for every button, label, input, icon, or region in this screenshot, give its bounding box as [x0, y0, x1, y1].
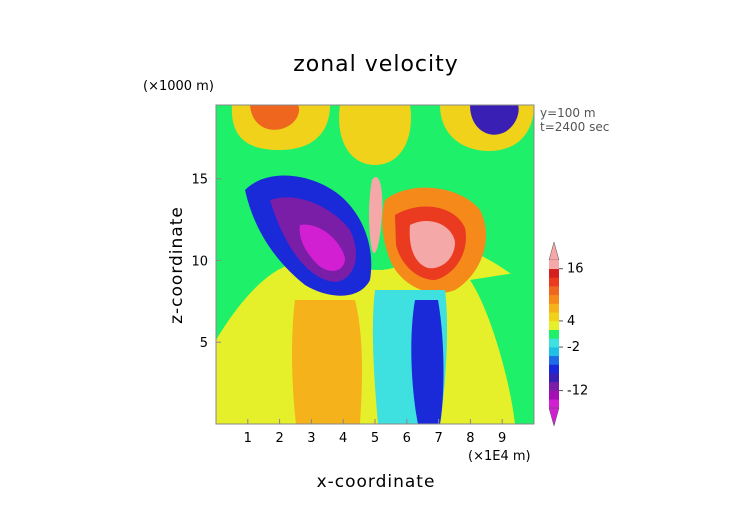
colorbar-tick-label: 16 — [567, 262, 584, 277]
annotation-t: t=2400 sec — [540, 120, 609, 134]
right-arc-core — [409, 221, 455, 269]
right-column — [411, 300, 444, 424]
top-left-core — [250, 105, 300, 130]
colorbar-swatch — [549, 329, 559, 339]
colorbar-tick-label: -12 — [567, 384, 588, 399]
contour-field — [216, 105, 534, 424]
colorbar-swatch — [549, 312, 559, 322]
x-axis: 1 2 3 4 5 6 7 8 9 — [244, 419, 506, 446]
x-tick-label: 9 — [498, 431, 506, 446]
x-tick-label: 4 — [339, 431, 347, 446]
colorbar-max-arrow — [548, 241, 560, 261]
colorbar-swatch — [549, 303, 559, 313]
colorbar: 16 4 -2 -12 — [548, 241, 588, 427]
colorbar-tick-label: -2 — [567, 340, 580, 355]
y-tick-label: 5 — [200, 336, 208, 351]
colorbar-swatch — [549, 286, 559, 296]
colorbar-min-arrow — [548, 407, 560, 427]
colorbar-swatch — [549, 347, 559, 357]
colorbar-swatch — [549, 338, 559, 348]
left-arc-core — [299, 224, 345, 271]
y-tick-label: 15 — [191, 173, 208, 188]
center-spike — [369, 176, 383, 254]
colorbar-swatch — [549, 381, 559, 391]
x-scale-label: (×1E4 m) — [468, 449, 531, 464]
x-tick-label: 6 — [403, 431, 411, 446]
colorbar-swatch — [549, 355, 559, 365]
chart-title: zonal velocity — [293, 52, 459, 77]
colorbar-swatch — [549, 320, 559, 330]
colorbar-tick-label: 4 — [567, 314, 575, 329]
colorbar-swatch — [549, 260, 559, 270]
y-tick-label: 10 — [191, 254, 208, 269]
y-axis-label: z-coordinate — [167, 206, 187, 324]
colorbar-swatch — [549, 373, 559, 383]
top-right-core — [470, 105, 519, 135]
x-axis-label: x-coordinate — [317, 472, 436, 492]
x-tick-label: 1 — [244, 431, 252, 446]
left-column — [292, 300, 363, 424]
y-scale-label: (×1000 m) — [143, 79, 214, 94]
colorbar-swatch — [549, 399, 559, 409]
colorbar-swatch — [549, 390, 559, 400]
y-axis: 5 10 15 — [191, 173, 221, 351]
colorbar-swatch — [549, 268, 559, 278]
colorbar-swatch — [549, 364, 559, 374]
colorbar-swatch — [549, 294, 559, 304]
x-tick-label: 3 — [307, 431, 315, 446]
top-center-lobe — [339, 105, 411, 165]
x-tick-label: 7 — [434, 431, 442, 446]
right-slope — [470, 270, 534, 424]
annotation-y: y=100 m — [540, 106, 596, 120]
x-tick-label: 2 — [275, 431, 283, 446]
colorbar-swatch — [549, 277, 559, 287]
x-tick-label: 8 — [466, 431, 474, 446]
x-tick-label: 5 — [371, 431, 379, 446]
